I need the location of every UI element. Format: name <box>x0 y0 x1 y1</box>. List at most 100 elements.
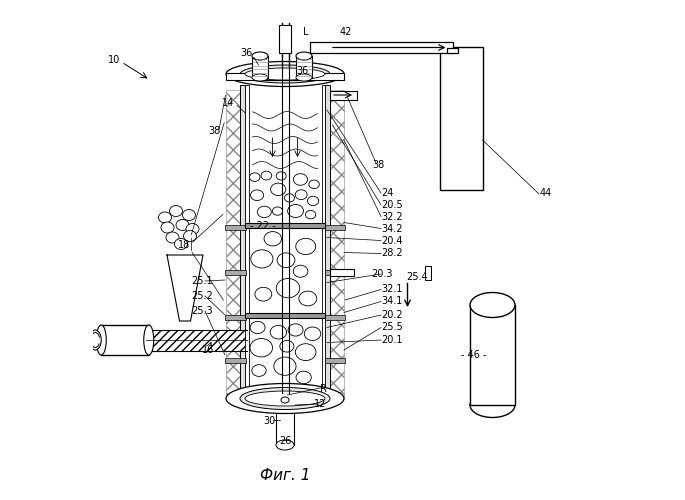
Text: 25.4: 25.4 <box>406 272 428 282</box>
Ellipse shape <box>271 183 286 196</box>
Bar <box>226 90 240 398</box>
Ellipse shape <box>295 190 307 200</box>
Text: - 46 -: - 46 - <box>461 350 486 360</box>
Polygon shape <box>167 255 203 321</box>
Ellipse shape <box>252 74 268 81</box>
Ellipse shape <box>226 62 344 86</box>
Bar <box>276 408 294 445</box>
Bar <box>225 315 246 320</box>
Ellipse shape <box>251 250 273 268</box>
Text: 38: 38 <box>373 160 385 170</box>
Ellipse shape <box>251 190 264 200</box>
Bar <box>245 312 325 318</box>
Text: 20.4: 20.4 <box>382 236 403 246</box>
Ellipse shape <box>276 278 300 298</box>
Ellipse shape <box>293 265 308 278</box>
Ellipse shape <box>240 388 330 409</box>
Text: 25.5: 25.5 <box>382 322 403 332</box>
Ellipse shape <box>245 68 325 80</box>
Ellipse shape <box>184 230 197 241</box>
Text: 34.2: 34.2 <box>382 224 403 234</box>
Bar <box>330 90 344 398</box>
Bar <box>279 25 291 52</box>
Bar <box>425 266 431 280</box>
Text: 10: 10 <box>108 55 120 65</box>
Ellipse shape <box>308 196 319 205</box>
Ellipse shape <box>470 392 515 417</box>
Bar <box>252 56 268 78</box>
Text: 34.1: 34.1 <box>382 296 403 306</box>
Ellipse shape <box>250 322 265 334</box>
Ellipse shape <box>240 65 330 83</box>
Text: 30: 30 <box>264 416 276 426</box>
Text: 25.2: 25.2 <box>192 291 213 301</box>
Ellipse shape <box>252 364 266 376</box>
Text: 18: 18 <box>177 240 190 250</box>
Ellipse shape <box>182 210 195 220</box>
Bar <box>325 315 345 320</box>
Text: 28.2: 28.2 <box>382 248 403 258</box>
Text: - 22 -: - 22 - <box>250 221 276 231</box>
Ellipse shape <box>270 326 286 339</box>
Bar <box>447 48 458 53</box>
Ellipse shape <box>295 344 316 360</box>
Ellipse shape <box>296 52 312 60</box>
Text: 36: 36 <box>297 66 309 76</box>
Ellipse shape <box>89 330 101 350</box>
Text: 14: 14 <box>221 98 234 108</box>
Ellipse shape <box>470 292 515 318</box>
Ellipse shape <box>274 357 296 376</box>
Bar <box>225 270 246 275</box>
Ellipse shape <box>309 180 319 188</box>
Ellipse shape <box>176 220 189 230</box>
Bar <box>147 330 247 350</box>
Ellipse shape <box>299 291 316 306</box>
Text: 38: 38 <box>208 126 221 136</box>
Bar <box>245 222 325 228</box>
Ellipse shape <box>264 232 282 246</box>
Ellipse shape <box>273 207 283 215</box>
Text: 20.3: 20.3 <box>371 269 393 279</box>
Text: 20.2: 20.2 <box>382 310 403 320</box>
Bar <box>310 42 453 53</box>
Ellipse shape <box>277 253 295 268</box>
Text: 16: 16 <box>201 345 214 355</box>
Bar <box>245 85 249 402</box>
Ellipse shape <box>288 324 303 336</box>
Ellipse shape <box>306 210 316 219</box>
Ellipse shape <box>169 206 182 216</box>
Bar <box>325 358 345 362</box>
Text: 32.2: 32.2 <box>382 212 403 222</box>
Ellipse shape <box>226 384 344 414</box>
Ellipse shape <box>161 222 174 233</box>
Bar <box>240 85 245 402</box>
Text: 24: 24 <box>382 188 394 198</box>
Text: 12: 12 <box>314 399 326 409</box>
Bar <box>330 269 354 276</box>
Text: 36: 36 <box>240 48 252 58</box>
Text: 44: 44 <box>540 188 552 198</box>
Text: 20.1: 20.1 <box>382 335 403 345</box>
Bar <box>226 73 344 80</box>
Ellipse shape <box>288 204 303 218</box>
Ellipse shape <box>186 224 199 234</box>
Ellipse shape <box>158 212 171 223</box>
Ellipse shape <box>166 232 179 243</box>
Text: 20.5: 20.5 <box>382 200 403 210</box>
Ellipse shape <box>250 338 273 357</box>
Text: R: R <box>320 384 327 394</box>
Ellipse shape <box>249 173 260 182</box>
Ellipse shape <box>293 174 308 185</box>
Bar <box>325 270 345 275</box>
Bar <box>101 325 149 355</box>
Ellipse shape <box>252 52 268 60</box>
Bar <box>440 48 482 190</box>
Text: 25.3: 25.3 <box>192 306 213 316</box>
Bar <box>225 225 246 230</box>
Ellipse shape <box>245 391 325 406</box>
Bar <box>330 90 356 100</box>
Bar <box>225 358 246 362</box>
Text: 42: 42 <box>340 27 352 37</box>
Text: L: L <box>303 27 308 37</box>
Ellipse shape <box>281 397 289 403</box>
